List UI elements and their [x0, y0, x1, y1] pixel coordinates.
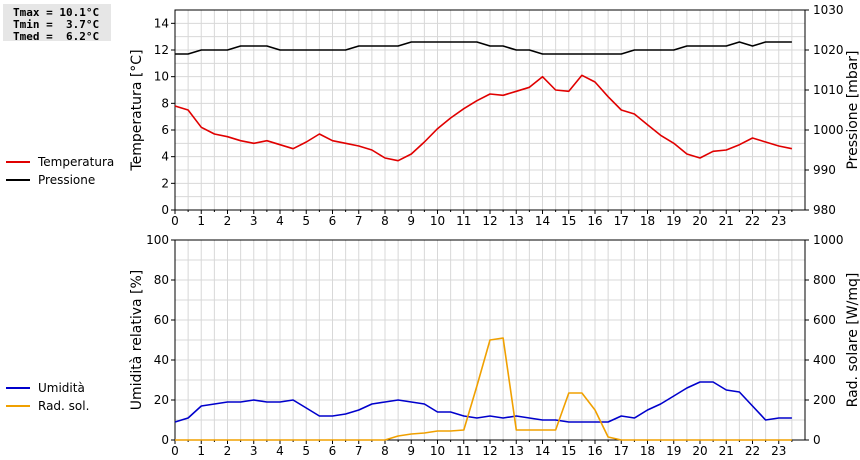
x-tick-label: 18 — [640, 444, 655, 458]
x-tick-label: 13 — [509, 444, 524, 458]
x-tick-label: 23 — [771, 444, 786, 458]
x-tick-label: 6 — [329, 444, 337, 458]
y-left-tick-label: 6 — [161, 123, 169, 137]
stats-box: Tmax = 10.1°C Tmin = 3.7°C Tmed = 6.2°C — [3, 4, 111, 43]
x-tick-label: 20 — [692, 214, 707, 228]
x-tick-label: 7 — [355, 214, 363, 228]
series-line-rad-sol- — [175, 337, 792, 441]
x-tick-label: 15 — [561, 214, 576, 228]
x-tick-label: 9 — [407, 444, 415, 458]
x-tick-label: 4 — [276, 214, 284, 228]
y-right-tick-label: 200 — [813, 393, 836, 407]
y-left-tick-label: 14 — [154, 16, 169, 30]
x-tick-label: 16 — [587, 444, 602, 458]
x-tick-label: 17 — [614, 444, 629, 458]
y-right-axis-label: Rad. solare [W/mq] — [845, 273, 860, 408]
y-left-tick-label: 60 — [154, 313, 169, 327]
x-tick-label: 19 — [666, 214, 681, 228]
y-right-tick-label: 980 — [813, 203, 836, 217]
x-tick-label: 16 — [587, 214, 602, 228]
x-tick-label: 5 — [302, 444, 310, 458]
x-tick-label: 1 — [197, 214, 205, 228]
y-left-axis-label: Temperatura [°C] — [129, 49, 145, 171]
x-tick-label: 21 — [719, 444, 734, 458]
x-tick-label: 14 — [535, 214, 550, 228]
y-left-tick-label: 40 — [154, 353, 169, 367]
x-tick-label: 2 — [224, 214, 232, 228]
x-tick-label: 12 — [482, 444, 497, 458]
series-line-temperatura — [174, 74, 793, 162]
y-left-tick-label: 8 — [161, 96, 169, 110]
stat-tmed: Tmed = 6.2°C — [13, 30, 100, 43]
stat-tmin: Tmin = 3.7°C — [13, 18, 100, 31]
x-tick-label: 8 — [381, 444, 389, 458]
series-line-pressione — [175, 41, 792, 55]
x-tick-label: 5 — [302, 214, 310, 228]
x-tick-label: 11 — [456, 214, 471, 228]
x-tick-label: 10 — [430, 214, 445, 228]
legend-label: Temperatura — [37, 155, 114, 169]
y-left-tick-label: 4 — [161, 150, 169, 164]
x-tick-label: 0 — [171, 214, 179, 228]
x-tick-label: 0 — [171, 444, 179, 458]
x-tick-label: 22 — [745, 214, 760, 228]
x-tick-label: 12 — [482, 214, 497, 228]
y-left-tick-label: 0 — [161, 203, 169, 217]
y-left-axis-label: Umidità relativa [%] — [129, 270, 145, 411]
y-left-tick-label: 100 — [146, 233, 169, 247]
stat-tmax: Tmax = 10.1°C — [13, 6, 100, 19]
legend-label: Pressione — [38, 173, 95, 187]
y-right-tick-label: 1030 — [813, 3, 844, 17]
y-right-tick-label: 0 — [813, 433, 821, 447]
x-tick-label: 11 — [456, 444, 471, 458]
x-tick-label: 10 — [430, 444, 445, 458]
y-right-tick-label: 600 — [813, 313, 836, 327]
y-right-tick-label: 1000 — [813, 233, 844, 247]
x-tick-label: 23 — [771, 214, 786, 228]
legend-label: Rad. sol. — [38, 399, 89, 413]
x-tick-label: 4 — [276, 444, 284, 458]
y-right-tick-label: 1000 — [813, 123, 844, 137]
chart-panel-1: 0 1 2 3 4 5 6 7 8 9 10 11 12 13 14 15 16 17 18 19 20 21 22 2302… — [6, 3, 860, 228]
x-tick-label: 19 — [666, 444, 681, 458]
y-right-axis-label: Pressione [mbar] — [845, 50, 860, 169]
y-left-tick-label: 12 — [154, 43, 169, 57]
x-tick-label: 15 — [561, 444, 576, 458]
y-left-tick-label: 2 — [161, 176, 169, 190]
x-tick-label: 8 — [381, 214, 389, 228]
y-left-tick-label: 10 — [154, 70, 169, 84]
y-right-tick-label: 1020 — [813, 43, 844, 57]
legend-label: Umidità — [38, 381, 85, 395]
x-tick-label: 22 — [745, 444, 760, 458]
y-right-tick-label: 1010 — [813, 83, 844, 97]
y-left-tick-label: 80 — [154, 273, 169, 287]
x-tick-label: 20 — [692, 444, 707, 458]
chart-panel-2: 0 1 2 3 4 5 6 7 8 9 10 11 12 13 14 15 16 17 18 19 20 21 22 2302… — [6, 233, 860, 458]
x-tick-label: 13 — [509, 214, 524, 228]
y-right-tick-label: 800 — [813, 273, 836, 287]
x-tick-label: 3 — [250, 444, 258, 458]
y-left-tick-label: 0 — [161, 433, 169, 447]
x-tick-label: 3 — [250, 214, 258, 228]
x-tick-label: 6 — [329, 214, 337, 228]
x-tick-label: 2 — [224, 444, 232, 458]
x-tick-label: 7 — [355, 444, 363, 458]
x-tick-label: 14 — [535, 444, 550, 458]
x-tick-label: 1 — [197, 444, 205, 458]
x-tick-label: 9 — [407, 214, 415, 228]
y-right-tick-label: 990 — [813, 163, 836, 177]
series-line-umidit- — [174, 381, 792, 423]
y-right-tick-label: 400 — [813, 353, 836, 367]
y-left-tick-label: 20 — [154, 393, 169, 407]
x-tick-label: 17 — [614, 214, 629, 228]
x-tick-label: 18 — [640, 214, 655, 228]
x-tick-label: 21 — [719, 214, 734, 228]
